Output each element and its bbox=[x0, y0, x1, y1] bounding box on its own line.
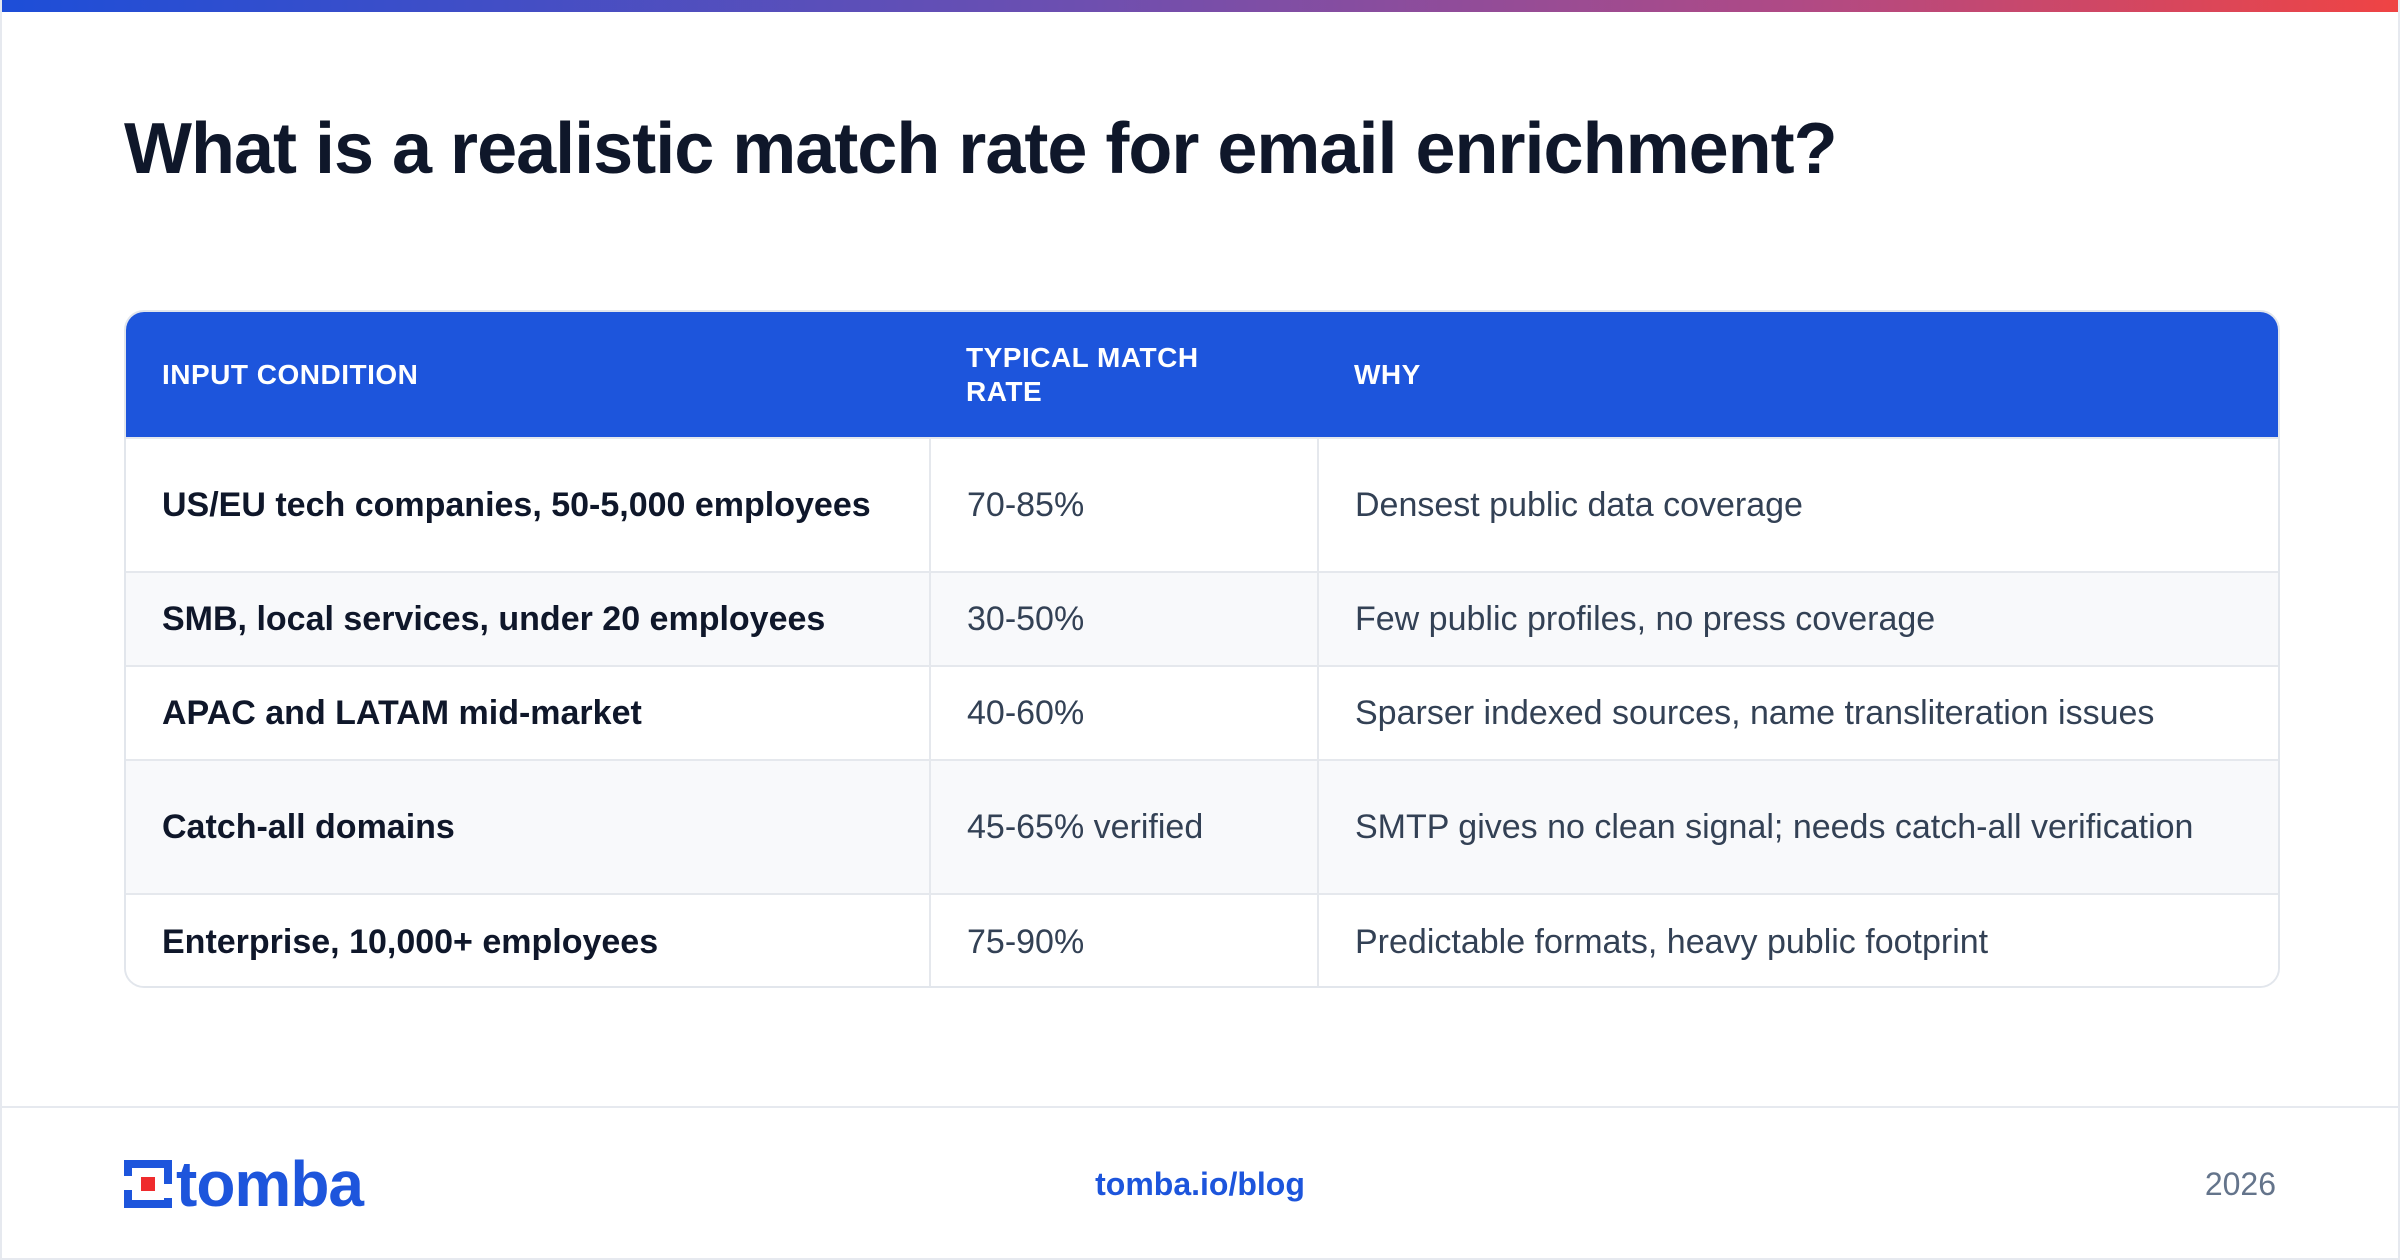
table: INPUT CONDITION TYPICAL MATCH RATE WHY U… bbox=[126, 312, 2278, 986]
brand-wordmark: tomba bbox=[176, 1148, 364, 1220]
footer: tomba tomba.io/blog 2026 bbox=[2, 1106, 2398, 1258]
cell-why: Few public profiles, no press coverage bbox=[1317, 571, 2278, 666]
top-gradient-bar bbox=[2, 0, 2398, 12]
header-input-condition: INPUT CONDITION bbox=[162, 358, 419, 390]
tomba-logo[interactable]: tomba bbox=[124, 1148, 364, 1220]
cell-rate: 40-60% bbox=[929, 665, 1318, 760]
table-row: APAC and LATAM mid-market 40-60% Sparser… bbox=[126, 665, 2278, 760]
cell-why: Predictable formats, heavy public footpr… bbox=[1317, 893, 2278, 986]
cell-why: SMTP gives no clean signal; needs catch-… bbox=[1317, 759, 2278, 894]
cell-condition: Enterprise, 10,000+ employees bbox=[126, 893, 930, 986]
cell-condition: Catch-all domains bbox=[126, 759, 930, 894]
cell-rate: 30-50% bbox=[929, 571, 1318, 666]
table-body: US/EU tech companies, 50-5,000 employees… bbox=[126, 437, 2278, 986]
table-row: SMB, local services, under 20 employees … bbox=[126, 571, 2278, 666]
table-header: INPUT CONDITION TYPICAL MATCH RATE WHY bbox=[126, 312, 2278, 438]
header-typical-match-rate: TYPICAL MATCH RATE bbox=[966, 341, 1199, 407]
cell-rate: 75-90% bbox=[929, 893, 1318, 986]
footer-year: 2026 bbox=[2204, 1166, 2276, 1202]
match-rate-table: INPUT CONDITION TYPICAL MATCH RATE WHY U… bbox=[124, 310, 2280, 988]
cell-condition: US/EU tech companies, 50-5,000 employees bbox=[126, 437, 930, 572]
table-header-row: INPUT CONDITION TYPICAL MATCH RATE WHY bbox=[126, 312, 2278, 438]
cell-condition: SMB, local services, under 20 employees bbox=[126, 571, 930, 666]
cell-why: Densest public data coverage bbox=[1317, 437, 2278, 572]
cell-rate: 45-65% verified bbox=[929, 759, 1318, 894]
cell-rate: 70-85% bbox=[929, 437, 1318, 572]
header-why: WHY bbox=[1354, 358, 1421, 390]
table-row: US/EU tech companies, 50-5,000 employees… bbox=[126, 437, 2278, 572]
table-row: Enterprise, 10,000+ employees 75-90% Pre… bbox=[126, 893, 2278, 986]
cell-condition: APAC and LATAM mid-market bbox=[126, 665, 930, 760]
table-row: Catch-all domains 45-65% verified SMTP g… bbox=[126, 759, 2278, 894]
page-title: What is a realistic match rate for email… bbox=[124, 109, 1838, 189]
tomba-logo-icon bbox=[124, 1160, 172, 1208]
cell-why: Sparser indexed sources, name transliter… bbox=[1317, 665, 2278, 760]
blog-link[interactable]: tomba.io/blog bbox=[1095, 1166, 1305, 1202]
